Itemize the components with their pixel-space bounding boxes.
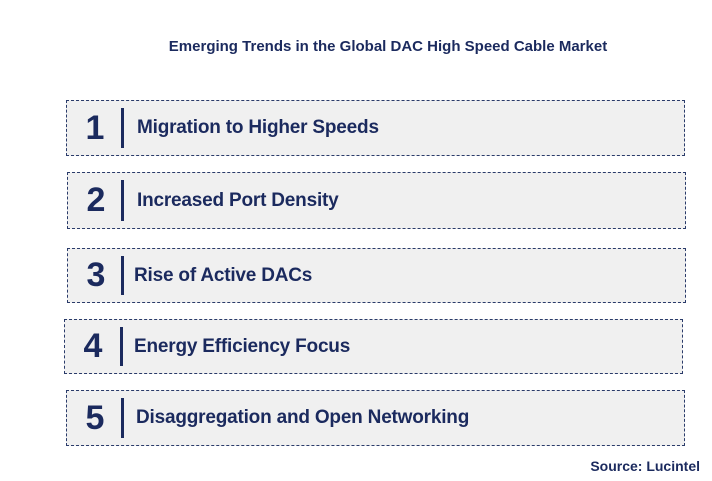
- source-note: Source: Lucintel: [590, 458, 700, 474]
- trend-label: Energy Efficiency Focus: [134, 335, 351, 357]
- trend-divider: [121, 108, 124, 148]
- trend-number: 5: [85, 398, 105, 437]
- trend-number: 3: [86, 256, 106, 294]
- trend-divider: [121, 398, 124, 438]
- trend-label: Migration to Higher Speeds: [137, 117, 379, 138]
- trend-number: 1: [85, 108, 105, 147]
- trend-item-2: 2 Increased Port Density: [67, 172, 686, 229]
- trend-number: 4: [83, 327, 103, 365]
- trend-item-4: 4 Energy Efficiency Focus: [64, 319, 683, 374]
- chart-title: Emerging Trends in the Global DAC High S…: [168, 38, 608, 55]
- trend-label: Disaggregation and Open Networking: [136, 407, 470, 428]
- trend-divider: [121, 180, 124, 221]
- trend-divider: [121, 256, 124, 295]
- trend-item-1: 1 Migration to Higher Speeds: [66, 100, 685, 156]
- trend-number: 2: [86, 181, 106, 219]
- trend-label: Rise of Active DACs: [134, 264, 313, 286]
- trend-label: Increased Port Density: [137, 189, 339, 211]
- trend-item-5: 5 Disaggregation and Open Networking: [66, 390, 685, 446]
- trend-divider: [120, 327, 123, 366]
- trend-item-3: 3 Rise of Active DACs: [67, 248, 686, 303]
